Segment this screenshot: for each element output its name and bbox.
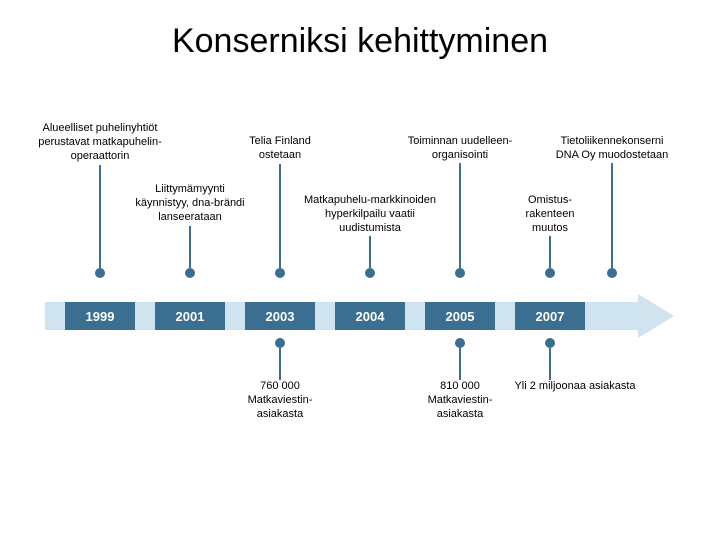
timeline-node-icon <box>185 268 195 278</box>
connector-line <box>549 236 551 268</box>
timeline-node-icon <box>95 268 105 278</box>
annotation-above: Telia Finlandostetaan <box>225 135 335 163</box>
year-box: 2005 <box>425 302 495 330</box>
connector-line <box>279 348 281 380</box>
annotation-below: 760 000Matkaviestin-asiakasta <box>225 380 335 421</box>
connector-line <box>549 348 551 380</box>
page-title: Konserniksi kehittyminen <box>0 22 720 61</box>
timeline-node-icon <box>275 338 285 348</box>
annotation-above: Toiminnan uudelleen-organisointi <box>385 135 535 163</box>
year-box: 2004 <box>335 302 405 330</box>
timeline-node-icon <box>455 268 465 278</box>
year-box: 1999 <box>65 302 135 330</box>
year-box: 2007 <box>515 302 585 330</box>
connector-line <box>459 163 461 268</box>
timeline-node-icon <box>365 268 375 278</box>
connector-line <box>369 236 371 268</box>
timeline-node-icon <box>607 268 617 278</box>
year-box: 2003 <box>245 302 315 330</box>
connector-line <box>611 163 613 268</box>
annotation-above: Alueelliset puhelinyhtiötperustavat matk… <box>20 122 180 163</box>
annotation-above: Matkapuhelu-markkinoidenhyperkilpailu va… <box>280 194 460 235</box>
year-box: 2001 <box>155 302 225 330</box>
timeline-node-icon <box>545 338 555 348</box>
connector-line <box>189 226 191 268</box>
timeline-arrow-icon <box>638 294 674 338</box>
annotation-above: TietoliikennekonserniDNA Oy muodostetaan <box>532 135 692 163</box>
connector-line <box>459 348 461 380</box>
connector-line <box>99 165 101 268</box>
annotation-below: Yli 2 miljoonaa asiakasta <box>485 380 665 394</box>
timeline-node-icon <box>275 268 285 278</box>
annotation-above: Liittymämyyntikäynnistyy, dna-brändilans… <box>115 183 265 224</box>
timeline-node-icon <box>455 338 465 348</box>
slide: Konserniksi kehittyminen 1999 2001 2003 200… <box>0 0 720 540</box>
timeline-node-icon <box>545 268 555 278</box>
annotation-above: Omistus-rakenteenmuutos <box>505 194 595 235</box>
